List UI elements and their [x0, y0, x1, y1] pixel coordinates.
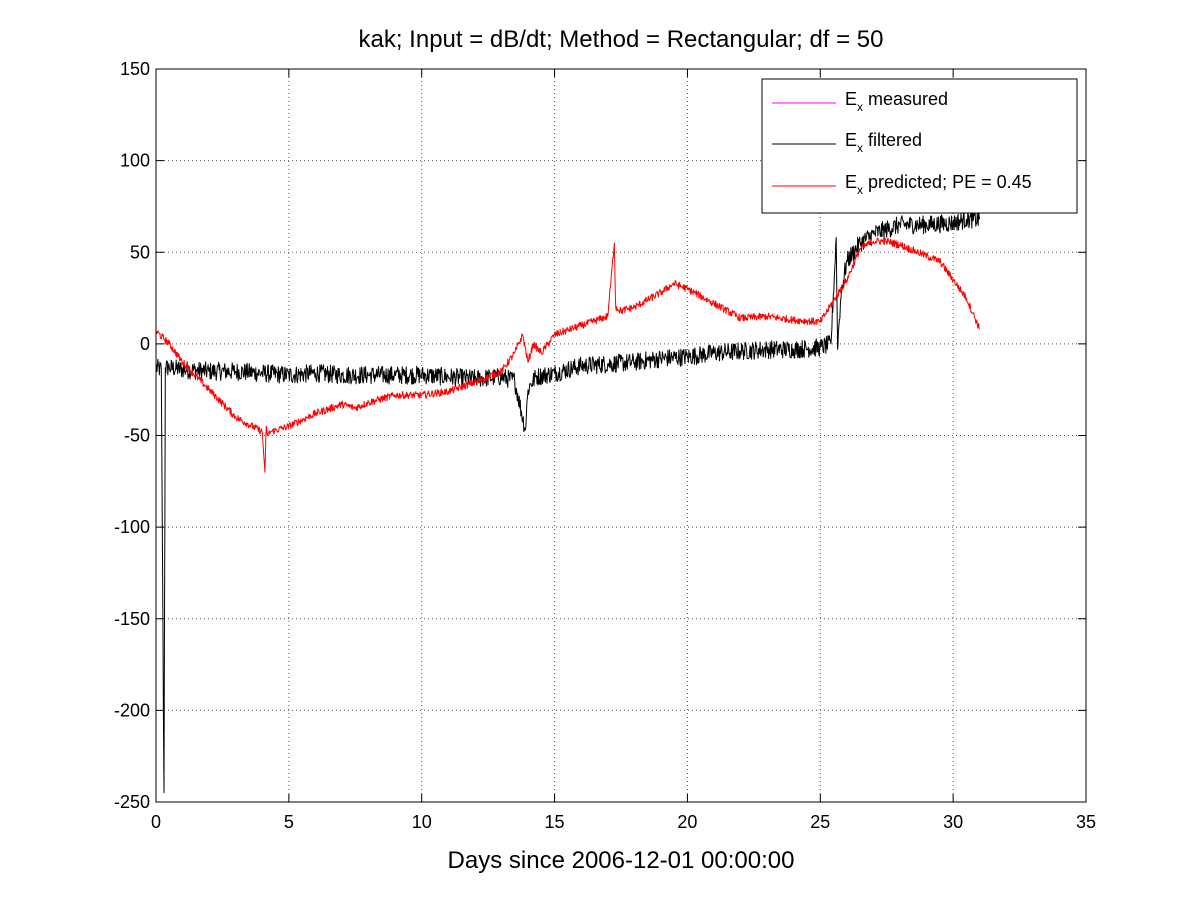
y-tick-label: -200 [114, 700, 150, 720]
x-tick-label: 0 [151, 812, 161, 832]
x-tick-label: 25 [810, 812, 830, 832]
x-tick-label: 20 [677, 812, 697, 832]
legend: Ex measured Ex filtered Ex predicted; PE =… [761, 78, 1078, 214]
legend-box [761, 78, 1078, 214]
x-tick-label: 35 [1076, 812, 1096, 832]
tick-marks [155, 68, 1087, 803]
x-tick-label: 15 [545, 812, 565, 832]
grid-lines [156, 69, 1086, 802]
series-line-ex-predicted-pe-0-45 [155, 237, 981, 473]
series-lines [155, 209, 981, 794]
legend-entry: Ex predicted; PE = 0.45 [845, 172, 1032, 197]
y-tick-label: -50 [124, 426, 150, 446]
y-tick-labels: -250 -200 -150 -100 -50 0 50 100 150 [114, 59, 150, 812]
chart-title: kak; Input = dB/dt; Method = Rectangular… [359, 26, 884, 53]
legend-entry: Ex measured [845, 89, 948, 114]
x-tick-label: 30 [943, 812, 963, 832]
y-tick-label: 150 [120, 59, 150, 79]
x-axis-label: Days since 2006-12-01 00:00:00 [448, 847, 795, 874]
x-tick-label: 10 [412, 812, 432, 832]
x-tick-labels: 0 5 10 15 20 25 30 35 [151, 812, 1096, 832]
y-tick-label: 0 [140, 334, 150, 354]
y-tick-label: 100 [120, 151, 150, 171]
y-tick-label: 50 [130, 242, 150, 262]
y-tick-label: -100 [114, 517, 150, 537]
y-tick-label: -250 [114, 792, 150, 812]
x-tick-label: 5 [284, 812, 294, 832]
legend-entry: Ex filtered [845, 130, 922, 155]
y-tick-label: -150 [114, 609, 150, 629]
